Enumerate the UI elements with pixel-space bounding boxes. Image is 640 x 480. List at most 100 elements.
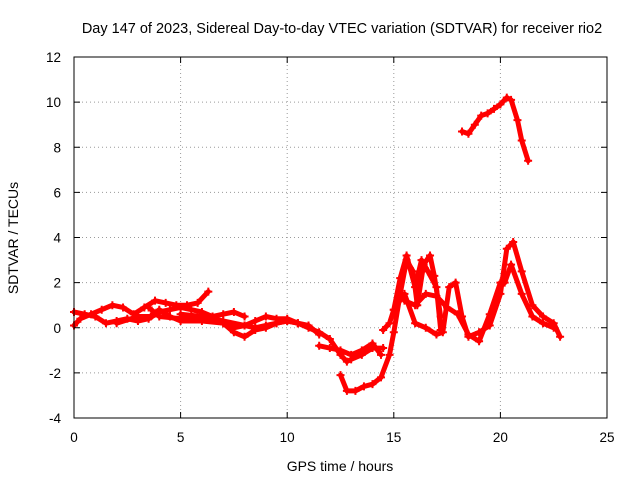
data-point <box>432 292 441 301</box>
data-point <box>400 289 409 298</box>
data-point <box>458 127 467 136</box>
y-tick-label: 2 <box>53 276 61 291</box>
data-point <box>556 332 565 341</box>
data-point <box>155 305 164 314</box>
data-point <box>229 328 238 337</box>
data-point <box>261 312 270 321</box>
data-point <box>101 319 110 328</box>
data-point <box>155 312 164 321</box>
data-point <box>490 104 499 113</box>
series-track-j <box>402 262 557 344</box>
data-point <box>549 323 558 332</box>
data-point <box>470 120 479 129</box>
data-point <box>368 380 377 389</box>
data-point <box>528 312 537 321</box>
data-point <box>283 316 292 325</box>
data-point <box>251 323 260 332</box>
series-track-k <box>459 95 531 164</box>
data-point <box>477 111 486 120</box>
x-tick-label: 5 <box>177 430 185 445</box>
data-point <box>357 346 366 355</box>
y-tick-label: 12 <box>46 50 61 65</box>
data-point <box>161 298 170 307</box>
data-point <box>219 316 228 325</box>
data-point <box>509 238 518 247</box>
data-point <box>347 350 356 359</box>
data-point <box>251 316 260 325</box>
data-point <box>219 310 228 319</box>
data-point <box>539 312 548 321</box>
y-axis-label: SDTVAR / TECUs <box>5 182 21 294</box>
data-point <box>176 303 185 312</box>
data-point <box>502 93 511 102</box>
data-point <box>507 95 516 104</box>
data-point <box>342 386 351 395</box>
data-point <box>336 346 345 355</box>
data-point <box>315 328 324 337</box>
data-point <box>97 305 106 314</box>
data-point <box>91 312 100 321</box>
data-point <box>76 314 85 323</box>
data-point <box>272 319 281 328</box>
data-point <box>524 156 533 165</box>
data-point <box>368 339 377 348</box>
data-point <box>464 129 473 138</box>
series-track-h <box>380 253 444 333</box>
data-point <box>187 305 196 314</box>
y-tick-label: -4 <box>49 411 61 426</box>
axis-ticks: 0 5 10 15 20 25 -4 -2 0 2 4 6 8 10 12 <box>46 50 615 445</box>
data-point <box>411 301 420 310</box>
plot-frame <box>73 56 608 419</box>
data-point <box>517 136 526 145</box>
data-point <box>475 337 484 346</box>
data-point <box>240 321 249 330</box>
data-point <box>325 335 334 344</box>
data-point <box>197 312 206 321</box>
data-point <box>423 267 432 276</box>
x-tick-label: 15 <box>386 430 401 445</box>
data-point <box>417 256 426 265</box>
y-tick-label: 10 <box>46 95 61 110</box>
data-point <box>451 278 460 287</box>
data-point <box>80 310 89 319</box>
data-point <box>411 319 420 328</box>
data-point <box>396 274 405 283</box>
data-point <box>385 319 394 328</box>
y-tick-label: 6 <box>53 185 61 200</box>
data-point <box>389 328 398 337</box>
data-point <box>359 382 368 391</box>
data-point <box>144 303 153 312</box>
data-point <box>385 350 394 359</box>
x-tick-label: 25 <box>599 430 614 445</box>
data-point <box>304 323 313 332</box>
data-series <box>70 93 565 395</box>
data-point <box>240 332 249 341</box>
data-point <box>464 330 473 339</box>
data-point <box>193 298 202 307</box>
data-point <box>389 305 398 314</box>
data-point <box>507 260 516 269</box>
x-tick-label: 20 <box>493 430 508 445</box>
data-point <box>411 283 420 292</box>
data-point <box>485 310 494 319</box>
data-point <box>426 251 435 260</box>
data-point <box>432 330 441 339</box>
data-point <box>342 357 351 366</box>
data-point <box>500 278 509 287</box>
y-tick-label: -2 <box>49 366 61 381</box>
x-axis-label: GPS time / hours <box>287 458 394 474</box>
data-point <box>146 312 155 321</box>
data-point <box>119 303 128 312</box>
data-point <box>421 323 430 332</box>
series-track-i <box>391 239 563 340</box>
data-point <box>108 301 117 310</box>
data-point <box>165 305 174 314</box>
data-point <box>176 310 185 319</box>
chart-title: Day 147 of 2023, Sidereal Day-to-day VTE… <box>82 21 602 37</box>
data-point <box>379 326 388 335</box>
data-point <box>133 312 142 321</box>
data-point <box>432 283 441 292</box>
data-point <box>438 328 447 337</box>
data-point <box>517 289 526 298</box>
series-track-g <box>338 253 444 394</box>
